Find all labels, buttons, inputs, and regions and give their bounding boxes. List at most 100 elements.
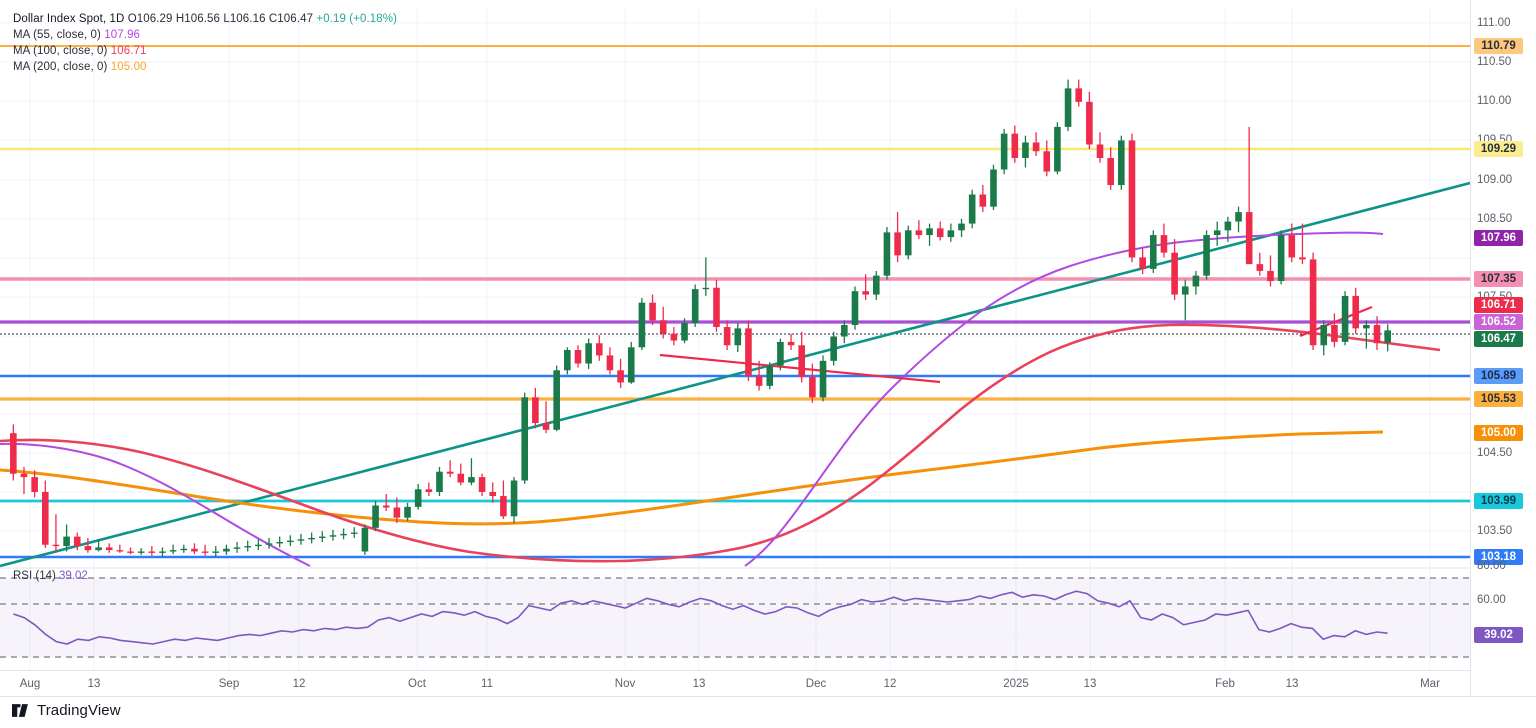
candle-body	[777, 341, 784, 366]
candle-body	[702, 287, 710, 290]
tradingview-logo[interactable]: TradingView	[12, 702, 121, 719]
price-axis-pill[interactable]: 107.96	[1474, 230, 1523, 246]
candle-body	[734, 328, 742, 346]
candle-body	[361, 527, 369, 552]
time-axis[interactable]: Aug 13 Sep 12 Oct 11 Nov 13 Dec 12 2025 13 Feb 13 Mar	[0, 670, 1470, 696]
candle-body	[468, 477, 475, 483]
price-axis-pill[interactable]: 106.47	[1474, 331, 1523, 347]
candle-body	[1288, 235, 1296, 258]
price-axis[interactable]: 111.00110.50110.00109.50109.00108.50107.…	[1470, 0, 1536, 728]
candle-body	[404, 506, 411, 518]
price-axis-tick: 104.50	[1477, 447, 1513, 459]
candle-body	[585, 343, 592, 364]
candle-body	[627, 347, 635, 383]
price-axis-pill[interactable]: 103.99	[1474, 493, 1523, 509]
candle-body	[915, 230, 923, 236]
candle-body	[148, 551, 156, 553]
candle-body	[990, 169, 997, 207]
candle-body	[553, 370, 560, 430]
time-axis-label: 2025	[1003, 678, 1029, 690]
price-axis-tick: 110.50	[1477, 56, 1512, 68]
time-axis-label: 11	[481, 678, 493, 690]
candle-body	[510, 480, 518, 517]
candle-body	[1149, 235, 1157, 269]
tradingview-mark-icon	[12, 704, 28, 717]
trendline-ascending[interactable]	[0, 181, 1470, 568]
price-axis-tick: 111.00	[1477, 17, 1511, 29]
candle-body	[766, 365, 774, 386]
price-axis-pill[interactable]: 105.53	[1474, 391, 1523, 407]
price-axis-pill[interactable]: 103.18	[1474, 549, 1523, 565]
candle-body	[1299, 257, 1306, 260]
candle-body	[1032, 142, 1040, 152]
candle-body	[1107, 158, 1114, 186]
price-axis-tick: 103.50	[1477, 525, 1513, 537]
candle-body	[1384, 330, 1391, 343]
candle-body	[329, 535, 337, 537]
price-axis-pill[interactable]: 110.79	[1474, 38, 1523, 54]
price-axis-tick: 110.00	[1477, 95, 1512, 107]
candle-body	[1118, 140, 1125, 186]
candle-body	[244, 546, 252, 548]
price-level-lines[interactable]	[0, 45, 1470, 559]
candle-body	[979, 194, 987, 207]
price-axis-pill[interactable]: 106.52	[1474, 314, 1523, 330]
candle-body	[1043, 151, 1051, 172]
price-axis-pill[interactable]: 105.89	[1474, 368, 1523, 384]
price-axis-pill[interactable]: 39.02	[1474, 627, 1523, 643]
candle-body	[1075, 88, 1083, 102]
candle-body	[659, 320, 667, 334]
candle-body	[1373, 324, 1381, 344]
price-axis-pill[interactable]: 107.35	[1474, 271, 1523, 287]
candle-body	[180, 548, 188, 551]
candle-body	[787, 341, 795, 346]
price-axis-pill[interactable]: 109.29	[1474, 141, 1523, 157]
price-axis-tick: 108.50	[1477, 213, 1513, 225]
candle-body	[1096, 144, 1104, 159]
bottom-bar	[0, 696, 1536, 728]
candle-body	[52, 544, 60, 547]
candle-body	[1171, 252, 1178, 295]
candle-body	[489, 491, 497, 497]
rsi-band-fill	[0, 578, 1470, 657]
candle-body	[872, 275, 880, 295]
candle-body	[1203, 235, 1210, 276]
candle-body	[649, 302, 656, 321]
candle-body	[1320, 324, 1328, 346]
gridlines-vertical	[29, 8, 1431, 670]
candle-body	[446, 471, 454, 474]
candle-body	[372, 505, 379, 528]
candle-body	[1054, 126, 1061, 172]
price-axis-pill[interactable]: 106.71	[1474, 297, 1523, 313]
candle-body	[159, 551, 166, 553]
candle-body	[755, 375, 763, 386]
candle-body	[457, 473, 465, 483]
candle-body	[382, 505, 390, 508]
candle-body	[500, 496, 507, 517]
candle-body	[1341, 295, 1349, 342]
candle-body	[574, 350, 582, 364]
candle-body	[595, 343, 603, 356]
candle-body	[968, 194, 976, 224]
time-axis-label: 13	[87, 678, 101, 690]
candle-body	[350, 532, 358, 534]
candlestick-series[interactable]	[10, 79, 1391, 557]
candle-body	[169, 550, 177, 552]
candle-body	[1277, 235, 1285, 282]
candle-body	[308, 537, 315, 540]
price-axis-pill[interactable]: 105.00	[1474, 425, 1523, 441]
time-axis-label: Oct	[408, 678, 426, 690]
candle-body	[116, 550, 124, 552]
candle-body	[20, 473, 28, 478]
candle-body	[947, 230, 955, 238]
candle-body	[436, 471, 443, 492]
time-axis-label: 13	[1083, 678, 1097, 690]
candle-body	[1128, 140, 1136, 258]
candle-body	[564, 350, 571, 371]
candle-body	[287, 540, 294, 543]
price-axis-tick: 60.00	[1477, 594, 1506, 606]
candle-body	[63, 536, 70, 547]
candle-body	[1181, 286, 1189, 295]
